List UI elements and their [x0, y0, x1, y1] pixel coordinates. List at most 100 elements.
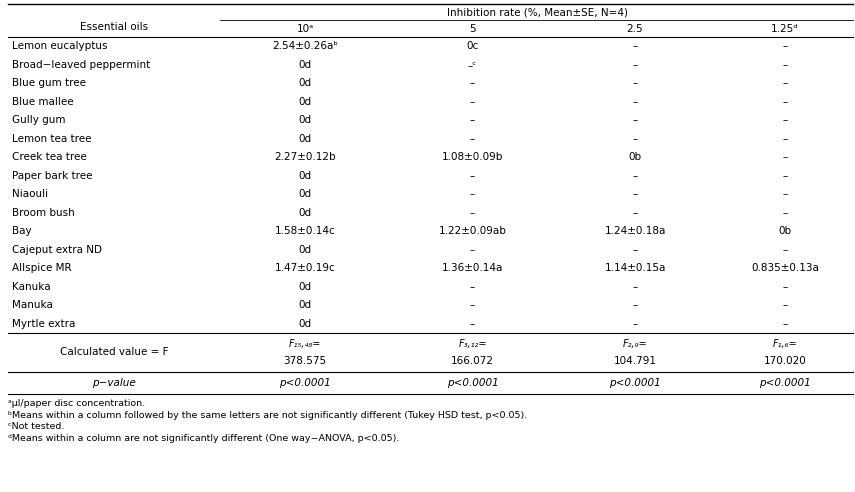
Text: –: – [470, 300, 475, 310]
Text: –: – [470, 134, 475, 144]
Text: –: – [782, 41, 787, 51]
Text: F₂,₉=: F₂,₉= [622, 339, 647, 349]
Text: 0d: 0d [298, 171, 311, 181]
Text: –: – [782, 134, 787, 144]
Text: p<0.0001: p<0.0001 [446, 378, 498, 388]
Text: 1.14±0.15a: 1.14±0.15a [604, 263, 666, 273]
Text: –: – [470, 245, 475, 255]
Text: Lemon tea tree: Lemon tea tree [12, 134, 91, 144]
Text: –: – [470, 115, 475, 125]
Text: –: – [470, 208, 475, 218]
Text: –: – [633, 208, 638, 218]
Text: –: – [633, 171, 638, 181]
Text: p−value: p−value [92, 378, 136, 388]
Text: Paper bark tree: Paper bark tree [12, 171, 92, 181]
Text: Gully gum: Gully gum [12, 115, 66, 125]
Text: 2.54±0.26aᵇ: 2.54±0.26aᵇ [272, 41, 338, 51]
Text: Blue mallee: Blue mallee [12, 97, 74, 107]
Text: Creek tea tree: Creek tea tree [12, 152, 86, 162]
Text: 0c: 0c [466, 41, 479, 51]
Text: 0d: 0d [298, 319, 311, 329]
Text: p<0.0001: p<0.0001 [759, 378, 811, 388]
Text: –: – [782, 282, 787, 292]
Text: –: – [470, 319, 475, 329]
Text: –: – [782, 300, 787, 310]
Text: p<0.0001: p<0.0001 [609, 378, 661, 388]
Text: Essential oils: Essential oils [80, 23, 148, 32]
Text: ᵈMeans within a column are not significantly different (One way−ANOVA, p<0.05).: ᵈMeans within a column are not significa… [8, 433, 399, 442]
Text: F₁₅,₄₈=: F₁₅,₄₈= [289, 339, 321, 349]
Text: 0d: 0d [298, 189, 311, 199]
Text: 5: 5 [469, 24, 476, 34]
Text: Calculated value = F: Calculated value = F [60, 347, 168, 357]
Text: 0d: 0d [298, 115, 311, 125]
Text: 104.791: 104.791 [614, 356, 657, 366]
Text: –: – [633, 41, 638, 51]
Text: 2.27±0.12b: 2.27±0.12b [274, 152, 336, 162]
Text: –: – [470, 189, 475, 199]
Text: –: – [782, 115, 787, 125]
Text: –: – [782, 208, 787, 218]
Text: Myrtle extra: Myrtle extra [12, 319, 75, 329]
Text: 1.24±0.18a: 1.24±0.18a [604, 226, 666, 236]
Text: –: – [782, 97, 787, 107]
Text: 1.36±0.14a: 1.36±0.14a [442, 263, 504, 273]
Text: –: – [782, 60, 787, 70]
Text: 1.22±0.09ab: 1.22±0.09ab [439, 226, 506, 236]
Text: 0d: 0d [298, 60, 311, 70]
Text: Lemon eucalyptus: Lemon eucalyptus [12, 41, 108, 51]
Text: –: – [633, 115, 638, 125]
Text: –: – [633, 300, 638, 310]
Text: Kanuka: Kanuka [12, 282, 50, 292]
Text: 1.58±0.14c: 1.58±0.14c [274, 226, 335, 236]
Text: –: – [633, 245, 638, 255]
Text: p<0.0001: p<0.0001 [279, 378, 331, 388]
Text: Broom bush: Broom bush [12, 208, 74, 218]
Text: –: – [782, 245, 787, 255]
Text: 378.575: 378.575 [284, 356, 327, 366]
Text: 0d: 0d [298, 300, 311, 310]
Text: 0d: 0d [298, 134, 311, 144]
Text: –: – [782, 78, 787, 88]
Text: –: – [633, 189, 638, 199]
Text: –: – [782, 319, 787, 329]
Text: –: – [633, 60, 638, 70]
Text: Manuka: Manuka [12, 300, 53, 310]
Text: Cajeput extra ND: Cajeput extra ND [12, 245, 102, 255]
Text: –: – [470, 97, 475, 107]
Text: ᵇMeans within a column followed by the same letters are not significantly differ: ᵇMeans within a column followed by the s… [8, 410, 528, 420]
Text: F₃,₁₂=: F₃,₁₂= [458, 339, 486, 349]
Text: –: – [633, 319, 638, 329]
Text: 0d: 0d [298, 245, 311, 255]
Text: 0.835±0.13a: 0.835±0.13a [751, 263, 819, 273]
Text: 10ᵃ: 10ᵃ [297, 24, 314, 34]
Text: –: – [782, 152, 787, 162]
Text: F₁,₆=: F₁,₆= [773, 339, 798, 349]
Text: 1.25ᵈ: 1.25ᵈ [771, 24, 799, 34]
Text: 1.47±0.19c: 1.47±0.19c [274, 263, 335, 273]
Text: Niaouli: Niaouli [12, 189, 48, 199]
Text: 2.5: 2.5 [627, 24, 643, 34]
Text: –ᶜ: –ᶜ [468, 60, 477, 70]
Text: 166.072: 166.072 [451, 356, 494, 366]
Text: –: – [633, 282, 638, 292]
Text: –: – [470, 78, 475, 88]
Text: Bay: Bay [12, 226, 32, 236]
Text: 1.08±0.09b: 1.08±0.09b [442, 152, 504, 162]
Text: 0d: 0d [298, 282, 311, 292]
Text: 0b: 0b [628, 152, 641, 162]
Text: Allspice MR: Allspice MR [12, 263, 72, 273]
Text: 0b: 0b [778, 226, 792, 236]
Text: –: – [633, 97, 638, 107]
Text: 0d: 0d [298, 208, 311, 218]
Text: Inhibition rate (%, Mean±SE, N=4): Inhibition rate (%, Mean±SE, N=4) [447, 8, 628, 18]
Text: –: – [470, 282, 475, 292]
Text: –: – [470, 171, 475, 181]
Text: –: – [782, 189, 787, 199]
Text: Broad−leaved peppermint: Broad−leaved peppermint [12, 60, 150, 70]
Text: –: – [633, 78, 638, 88]
Text: ᵃμl/paper disc concentration.: ᵃμl/paper disc concentration. [8, 399, 145, 408]
Text: ᶜNot tested.: ᶜNot tested. [8, 422, 64, 431]
Text: –: – [633, 134, 638, 144]
Text: Blue gum tree: Blue gum tree [12, 78, 86, 88]
